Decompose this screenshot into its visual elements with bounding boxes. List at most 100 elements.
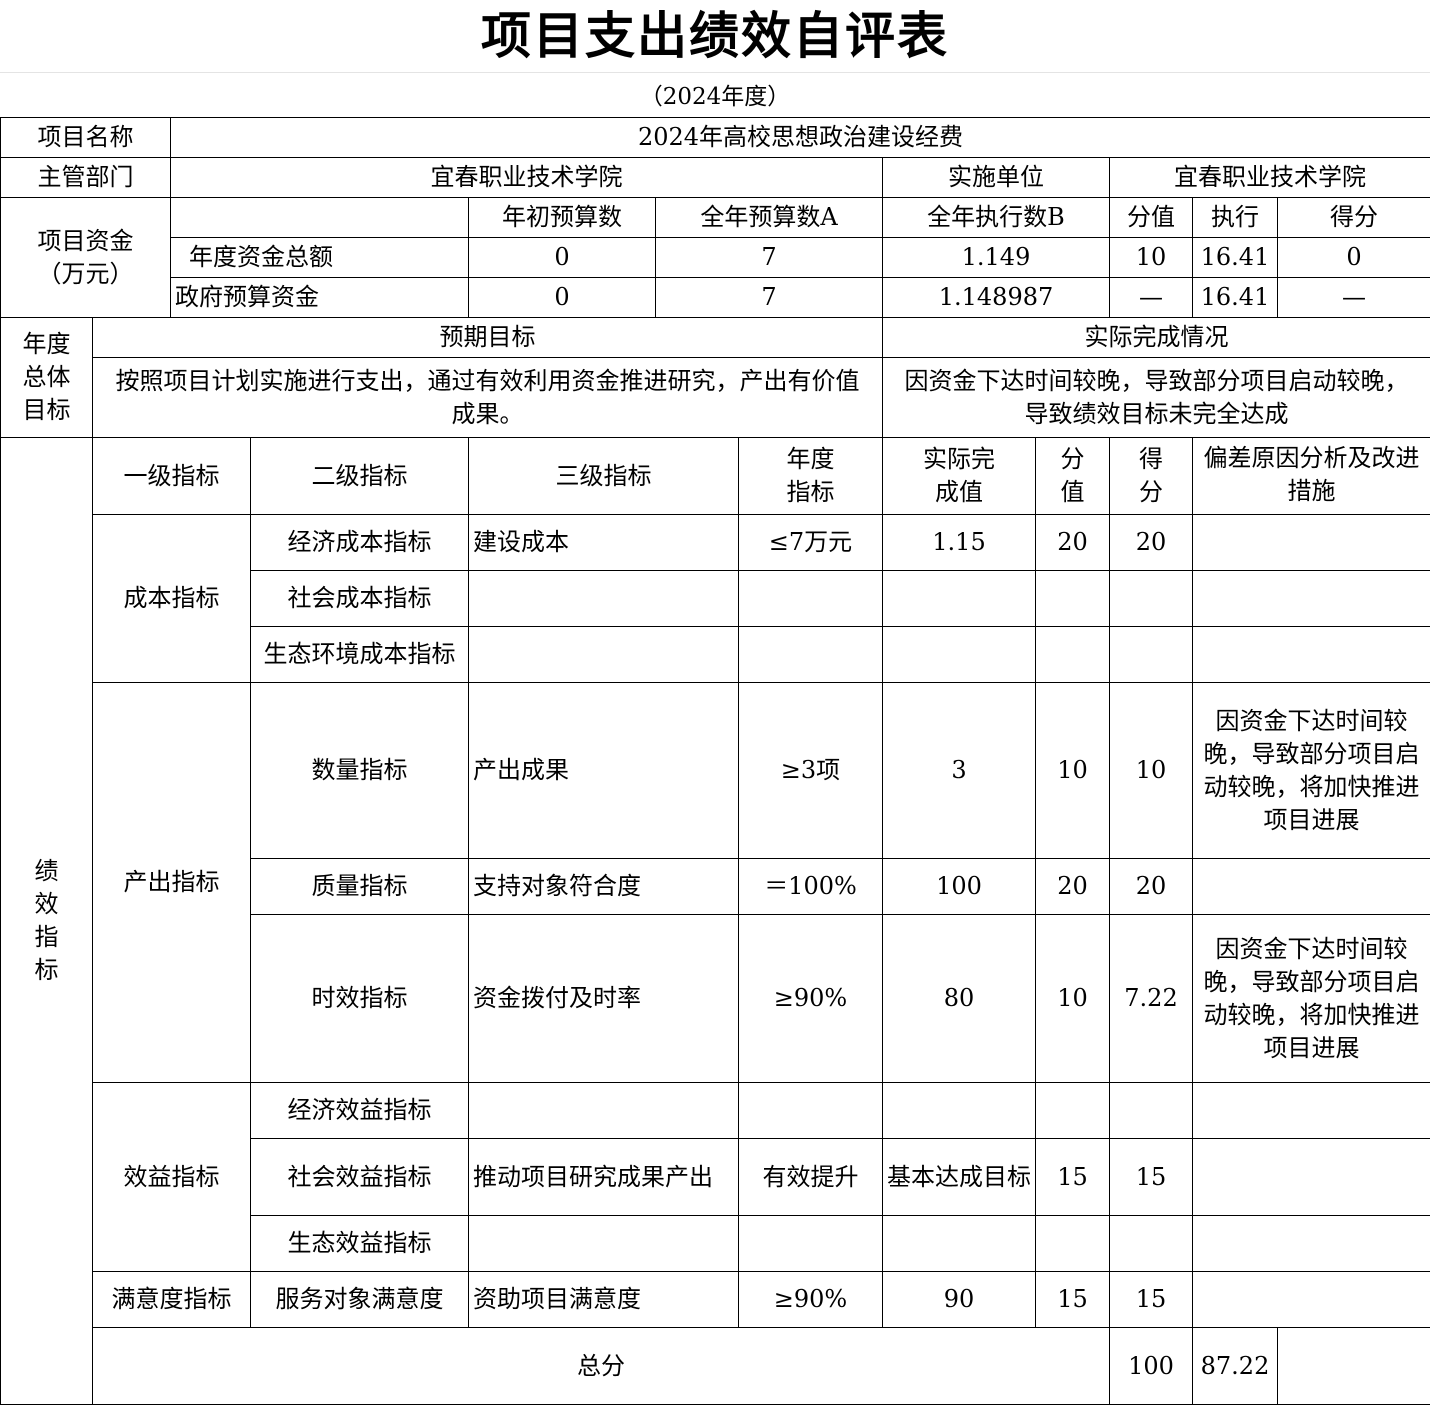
funds-header-rate: 执行 bbox=[1193, 198, 1278, 238]
funds-label: 项目资金（万元） bbox=[1, 198, 171, 318]
annual-target bbox=[739, 1083, 883, 1139]
funds-header-score: 得分 bbox=[1278, 198, 1430, 238]
header-reason: 偏差原因分析及改进措施 bbox=[1193, 438, 1430, 515]
annual-target: ＝100% bbox=[739, 859, 883, 915]
annual-target: ≥3项 bbox=[739, 683, 883, 859]
deviation-reason: 因资金下达时间较晚，导致部分项目启动较晚，将加快推进项目进展 bbox=[1193, 683, 1430, 859]
level3-indicator: 产出成果 bbox=[469, 683, 739, 859]
score-value: 20 bbox=[1036, 859, 1110, 915]
total-score: 87.22 bbox=[1193, 1328, 1278, 1405]
level1-indicator: 成本指标 bbox=[93, 515, 251, 683]
level2-indicator: 数量指标 bbox=[251, 683, 469, 859]
expected-goal-header: 预期目标 bbox=[93, 318, 883, 358]
annual-target: ≤7万元 bbox=[739, 515, 883, 571]
level3-indicator bbox=[469, 1216, 739, 1272]
level2-indicator: 经济效益指标 bbox=[251, 1083, 469, 1139]
deviation-reason bbox=[1193, 1272, 1430, 1328]
evaluation-table: 项目名称 2024年高校思想政治建设经费 主管部门 宜春职业技术学院 实施单位 … bbox=[0, 117, 1430, 1405]
funds-header-blank bbox=[171, 198, 469, 238]
actual-value: 80 bbox=[883, 915, 1036, 1083]
score-value: 15 bbox=[1036, 1272, 1110, 1328]
funds-row-annual: 7 bbox=[656, 278, 883, 318]
annual-target: ≥90% bbox=[739, 1272, 883, 1328]
project-name-label: 项目名称 bbox=[1, 118, 171, 158]
level3-indicator bbox=[469, 571, 739, 627]
actual-goal-text: 因资金下达时间较晚，导致部分项目启动较晚，导致绩效目标未完全达成 bbox=[883, 358, 1430, 438]
header-level3: 三级指标 bbox=[469, 438, 739, 515]
funds-row-score-value: — bbox=[1110, 278, 1193, 318]
level3-indicator: 支持对象符合度 bbox=[469, 859, 739, 915]
dept-label: 主管部门 bbox=[1, 158, 171, 198]
funds-row-name: 年度资金总额 bbox=[171, 238, 469, 278]
header-target: 年度指标 bbox=[739, 438, 883, 515]
level1-indicator: 满意度指标 bbox=[93, 1272, 251, 1328]
unit-label: 实施单位 bbox=[883, 158, 1110, 198]
deviation-reason: 因资金下达时间较晚，导致部分项目启动较晚，将加快推进项目进展 bbox=[1193, 915, 1430, 1083]
funds-row-initial: 0 bbox=[469, 238, 656, 278]
actual-value: 90 bbox=[883, 1272, 1036, 1328]
total-value: 100 bbox=[1110, 1328, 1193, 1405]
header-score: 得分 bbox=[1110, 438, 1193, 515]
score: 7.22 bbox=[1110, 915, 1193, 1083]
score bbox=[1110, 1216, 1193, 1272]
total-label: 总分 bbox=[93, 1328, 1110, 1405]
funds-header-score-value: 分值 bbox=[1110, 198, 1193, 238]
deviation-reason bbox=[1193, 1083, 1430, 1139]
indicator-row: 效益指标经济效益指标 bbox=[1, 1083, 1430, 1139]
funds-row-annual: 7 bbox=[656, 238, 883, 278]
level2-indicator: 经济成本指标 bbox=[251, 515, 469, 571]
page-subtitle: （2024年度） bbox=[0, 73, 1430, 117]
deviation-reason bbox=[1193, 1216, 1430, 1272]
expected-goal-text: 按照项目计划实施进行支出，通过有效利用资金推进研究，产出有价值成果。 bbox=[93, 358, 883, 438]
level2-indicator: 社会效益指标 bbox=[251, 1139, 469, 1216]
score bbox=[1110, 1083, 1193, 1139]
unit-value: 宜春职业技术学院 bbox=[1110, 158, 1430, 198]
funds-header-initial: 年初预算数 bbox=[469, 198, 656, 238]
header-actual: 实际完成值 bbox=[883, 438, 1036, 515]
annual-target bbox=[739, 571, 883, 627]
level2-indicator: 社会成本指标 bbox=[251, 571, 469, 627]
deviation-reason bbox=[1193, 859, 1430, 915]
funds-header-executed: 全年执行数B bbox=[883, 198, 1110, 238]
header-level2: 二级指标 bbox=[251, 438, 469, 515]
actual-value bbox=[883, 627, 1036, 683]
level2-indicator: 时效指标 bbox=[251, 915, 469, 1083]
score: 20 bbox=[1110, 515, 1193, 571]
annual-target: ≥90% bbox=[739, 915, 883, 1083]
level1-indicator: 效益指标 bbox=[93, 1083, 251, 1272]
score-value: 10 bbox=[1036, 915, 1110, 1083]
funds-row-executed: 1.148987 bbox=[883, 278, 1110, 318]
actual-value bbox=[883, 1083, 1036, 1139]
actual-value bbox=[883, 571, 1036, 627]
funds-row-score: 0 bbox=[1278, 238, 1430, 278]
level3-indicator: 推动项目研究成果产出 bbox=[469, 1139, 739, 1216]
score bbox=[1110, 627, 1193, 683]
deviation-reason bbox=[1193, 515, 1430, 571]
score bbox=[1110, 571, 1193, 627]
score: 10 bbox=[1110, 683, 1193, 859]
score-value bbox=[1036, 627, 1110, 683]
score: 15 bbox=[1110, 1139, 1193, 1216]
level3-indicator: 资助项目满意度 bbox=[469, 1272, 739, 1328]
score-value: 10 bbox=[1036, 683, 1110, 859]
annual-target: 有效提升 bbox=[739, 1139, 883, 1216]
actual-value bbox=[883, 1216, 1036, 1272]
funds-row-score: — bbox=[1278, 278, 1430, 318]
actual-value: 3 bbox=[883, 683, 1036, 859]
score-value bbox=[1036, 1083, 1110, 1139]
score: 20 bbox=[1110, 859, 1193, 915]
funds-row-rate: 16.41 bbox=[1193, 238, 1278, 278]
level2-indicator: 生态效益指标 bbox=[251, 1216, 469, 1272]
score-value: 15 bbox=[1036, 1139, 1110, 1216]
funds-row-score-value: 10 bbox=[1110, 238, 1193, 278]
actual-value: 基本达成目标 bbox=[883, 1139, 1036, 1216]
level2-indicator: 生态环境成本指标 bbox=[251, 627, 469, 683]
score: 15 bbox=[1110, 1272, 1193, 1328]
header-level1: 一级指标 bbox=[93, 438, 251, 515]
level1-indicator: 产出指标 bbox=[93, 683, 251, 1083]
deviation-reason bbox=[1193, 1139, 1430, 1216]
dept-value: 宜春职业技术学院 bbox=[171, 158, 883, 198]
score-value bbox=[1036, 571, 1110, 627]
